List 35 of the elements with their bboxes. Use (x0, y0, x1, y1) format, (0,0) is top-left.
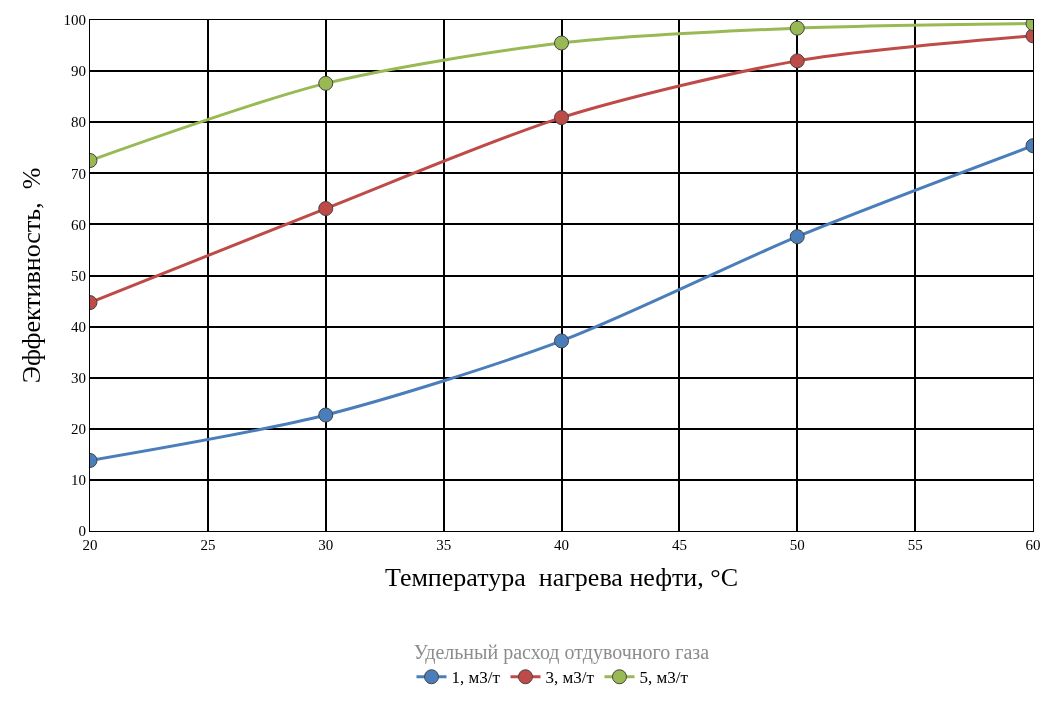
legend-label: 3, м3/т (545, 668, 595, 688)
x-tick-label: 50 (789, 537, 805, 553)
legend-title: Удельный расход отдувочного газа (413, 641, 710, 665)
point (318, 407, 334, 423)
point (554, 35, 569, 51)
x-axis-title: Температура нагрева нефти, °C (384, 562, 739, 592)
point (318, 201, 334, 217)
x-tick-label: 45 (671, 537, 687, 553)
y-tick-label: 70 (71, 165, 86, 182)
point (789, 20, 805, 36)
point (554, 333, 569, 349)
x-tick-label: 30 (318, 537, 334, 553)
x-tick-label: 40 (554, 537, 569, 553)
y-tick-label: 0 (78, 523, 86, 540)
y-tick-label: 30 (71, 369, 86, 386)
point (318, 75, 334, 91)
y-tick-label: 90 (71, 63, 86, 80)
y-tick-label: 50 (71, 267, 86, 284)
x-tick-label: 20 (82, 537, 98, 553)
x-tick-label: 60 (1025, 537, 1041, 553)
y-tick-label: 40 (71, 318, 86, 335)
legend-label: 5, м3/т (639, 668, 689, 688)
y-tick-label: 100 (63, 12, 86, 29)
y-axis-title: Эффективность, % (16, 167, 46, 384)
point (789, 229, 805, 245)
point (789, 53, 805, 69)
x-tick-label: 25 (200, 537, 216, 553)
point (554, 110, 569, 126)
y-tick-label: 80 (71, 114, 86, 131)
y-tick-label: 60 (71, 216, 86, 233)
legend-label: 1, м3/т (451, 668, 501, 688)
x-tick-label: 55 (907, 537, 923, 553)
y-tick-label: 20 (71, 421, 86, 438)
x-tick-label: 35 (436, 537, 452, 553)
y-tick-label: 10 (71, 472, 86, 489)
